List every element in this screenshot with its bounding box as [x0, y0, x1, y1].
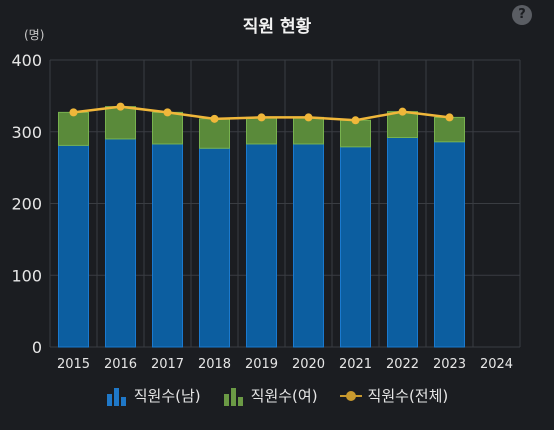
bar-male [340, 146, 371, 348]
point-total [304, 113, 313, 122]
bar-female [434, 116, 465, 143]
help-icon[interactable]: ? [512, 5, 532, 25]
point-total [398, 107, 407, 116]
x-tick-label: 2021 [339, 357, 372, 372]
x-tick-label: 2024 [480, 357, 513, 372]
x-tick-label: 2019 [245, 357, 278, 372]
y-axis-unit-label: (명) [24, 28, 45, 42]
chart-legend: 직원수(남) 직원수(여) 직원수(전체) [0, 385, 554, 406]
y-tick-label: 300 [11, 123, 42, 142]
bar-female [58, 111, 89, 146]
point-total [69, 108, 78, 117]
legend-label-total: 직원수(전체) [367, 387, 449, 405]
legend-item-total[interactable]: 직원수(전체) [339, 385, 449, 406]
x-tick-label: 2022 [386, 357, 419, 372]
point-total [210, 114, 219, 123]
chart-title: 직원 현황 [242, 17, 312, 37]
point-total [351, 116, 360, 125]
x-tick-label: 2020 [292, 357, 325, 372]
y-tick-label: 400 [11, 51, 42, 70]
point-total [163, 108, 172, 117]
bar-male [152, 143, 183, 348]
legend-item-female[interactable]: 직원수(여) [223, 385, 318, 406]
point-total [445, 113, 454, 122]
bar-male [105, 138, 136, 348]
bar-female [387, 111, 418, 138]
legend-item-male[interactable]: 직원수(남) [106, 385, 201, 406]
bar-male [199, 147, 230, 348]
y-tick-label: 0 [32, 338, 42, 357]
bar-chart-icon [106, 387, 126, 406]
bar-female [246, 116, 277, 145]
bar-female [105, 106, 136, 140]
x-tick-label: 2023 [433, 357, 466, 372]
bar-chart-icon [223, 387, 243, 406]
x-tick-label: 2018 [198, 357, 231, 372]
bar-male [246, 143, 277, 348]
bar-male [387, 136, 418, 348]
bar-male [58, 144, 89, 348]
bar-female [152, 111, 183, 145]
bar-female [340, 119, 371, 148]
x-tick-label: 2016 [104, 357, 137, 372]
point-total [257, 113, 266, 122]
point-total [116, 102, 125, 111]
bar-male [293, 143, 324, 348]
legend-label-female: 직원수(여) [250, 387, 318, 405]
x-tick-label: 2015 [57, 357, 90, 372]
bar-male [434, 141, 465, 348]
bar-female [199, 118, 230, 149]
legend-label-male: 직원수(남) [133, 387, 201, 405]
y-tick-label: 200 [11, 195, 42, 214]
y-tick-label: 100 [11, 266, 42, 285]
line-marker-icon [339, 390, 362, 401]
x-tick-label: 2017 [151, 357, 184, 372]
